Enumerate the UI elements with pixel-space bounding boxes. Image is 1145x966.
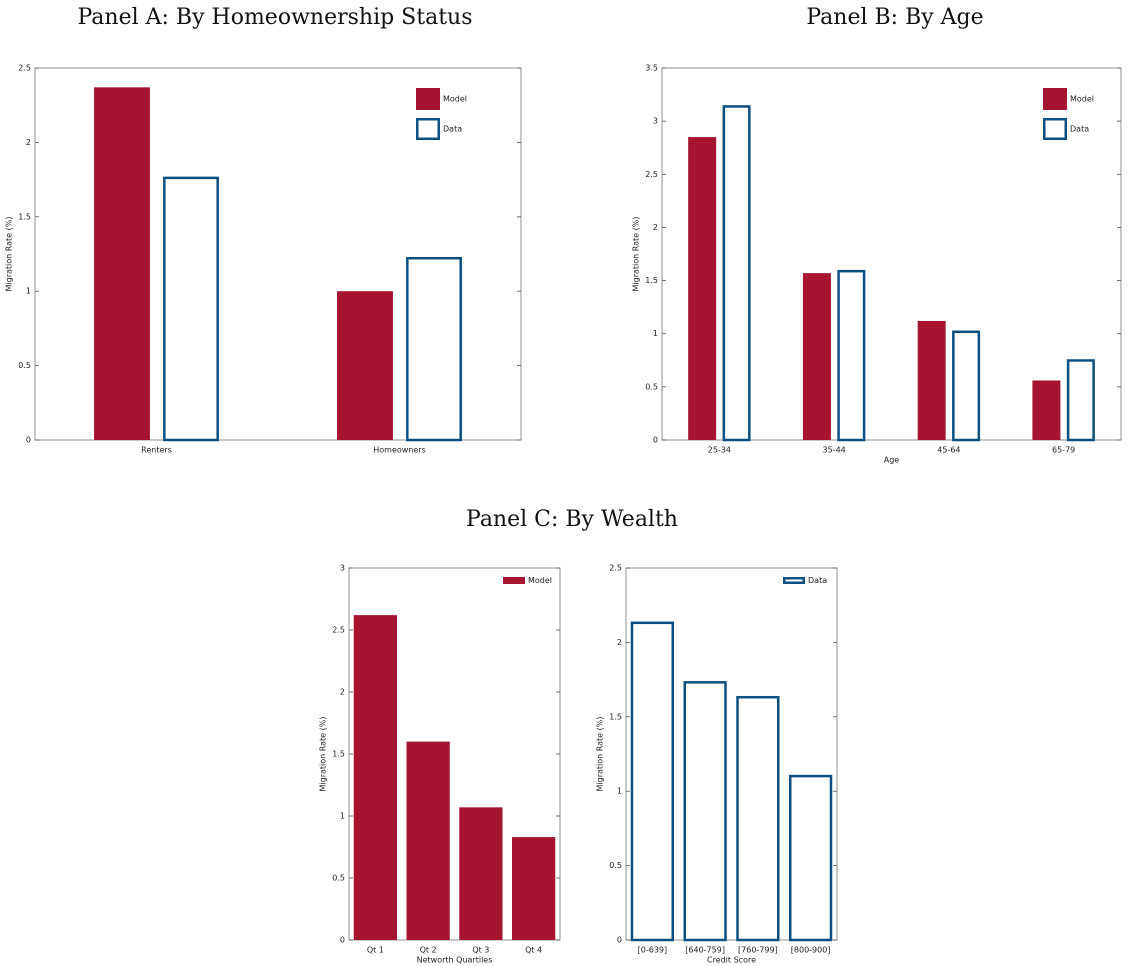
legend-swatch [1043, 88, 1067, 110]
bar [406, 741, 450, 940]
y-tick-label: 0.5 [609, 861, 622, 870]
bar [353, 615, 398, 940]
bar [1066, 359, 1095, 442]
legend-swatch [1043, 118, 1067, 140]
y-axis-label: Migration Rate (%) [5, 217, 14, 292]
y-tick-label: 2.5 [645, 170, 658, 179]
y-tick-label: 1 [26, 287, 31, 296]
y-tick-label: 2 [653, 223, 658, 232]
bar [917, 320, 946, 440]
bar [837, 269, 866, 442]
x-tick-label: 25-34 [708, 446, 731, 455]
legend-label: Data [808, 576, 827, 585]
legend-swatch [503, 577, 525, 584]
y-tick-label: 0 [653, 436, 658, 445]
x-axis-label: Age [884, 456, 900, 465]
y-axis-label: Migration Rate (%) [596, 717, 605, 792]
x-axis-label: Credit Score [707, 956, 756, 965]
x-tick-label: Homeowners [373, 446, 426, 455]
y-tick-label: 2.5 [332, 626, 345, 635]
bar [337, 291, 393, 440]
bar [459, 807, 503, 940]
y-axis-label: Migration Rate (%) [632, 217, 641, 292]
y-tick-label: 1.5 [18, 212, 31, 221]
y-tick-label: 2.5 [609, 564, 622, 573]
x-tick-label: [800-900] [791, 946, 831, 955]
axes-frame [625, 567, 838, 941]
panel-title: Panel B: By Age [806, 5, 983, 30]
x-tick-label: [640-759] [685, 946, 725, 955]
x-tick-label: [760-799] [738, 946, 778, 955]
y-tick-label: 2 [26, 138, 31, 147]
y-tick-label: 1.5 [645, 276, 658, 285]
legend-label: Model [1070, 95, 1094, 104]
y-tick-label: 3 [653, 117, 658, 126]
bar [1032, 380, 1061, 440]
legend-label: Data [1070, 125, 1089, 134]
bar [683, 681, 727, 942]
x-tick-label: [0-639] [638, 946, 668, 955]
y-tick-label: 2.5 [18, 64, 31, 73]
y-tick-label: 1.5 [609, 712, 622, 721]
bar [163, 176, 219, 442]
legend-swatch [416, 118, 440, 140]
bar [722, 105, 751, 442]
bar [688, 137, 717, 441]
y-tick-label: 0 [26, 436, 31, 445]
x-tick-label: 65-79 [1052, 446, 1075, 455]
y-tick-label: 1.5 [332, 750, 345, 759]
x-tick-label: Renters [141, 446, 172, 455]
y-tick-label: 2 [617, 638, 622, 647]
y-tick-label: 3.5 [645, 64, 658, 73]
bar [952, 330, 981, 442]
y-tick-label: 3 [340, 564, 345, 573]
x-tick-label: Qt 3 [472, 946, 489, 955]
legend-swatch [416, 88, 440, 110]
axes-frame [661, 67, 1122, 441]
y-tick-label: 1 [340, 812, 345, 821]
y-tick-label: 0 [617, 936, 622, 945]
y-tick-label: 0.5 [645, 382, 658, 391]
panel-title: Panel A: By Homeownership Status [77, 5, 472, 30]
legend-label: Model [443, 95, 467, 104]
legend-label: Data [443, 125, 462, 134]
bar [511, 837, 556, 940]
y-tick-label: 0.5 [332, 874, 345, 883]
x-tick-label: Qt 2 [420, 946, 437, 955]
bar [736, 695, 780, 942]
panel-title: Panel C: By Wealth [466, 507, 678, 532]
legend-label: Model [528, 576, 552, 585]
y-tick-label: 0 [340, 936, 345, 945]
bar [630, 621, 675, 942]
bar [94, 87, 150, 441]
x-tick-label: Qt 1 [367, 946, 384, 955]
y-tick-label: 2 [340, 688, 345, 697]
bar [406, 256, 462, 442]
x-tick-label: 45-64 [937, 446, 960, 455]
y-tick-label: 1 [653, 329, 658, 338]
y-axis-label: Migration Rate (%) [319, 717, 328, 792]
y-tick-label: 0.5 [18, 361, 31, 370]
legend-swatch [783, 577, 805, 584]
y-tick-label: 1 [617, 787, 622, 796]
x-tick-label: 35-44 [823, 446, 846, 455]
x-tick-label: Qt 4 [525, 946, 542, 955]
x-axis-label: Networth Quartiles [417, 956, 493, 965]
bar [802, 273, 831, 440]
axes-frame [34, 67, 522, 441]
bar [788, 774, 833, 942]
